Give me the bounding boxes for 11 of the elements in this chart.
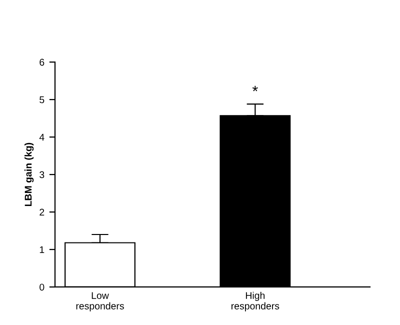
y-tick-label: 0 [40, 284, 44, 291]
annotation: * [252, 86, 258, 92]
y-tick-label: 6 [40, 58, 44, 66]
y-tick-label: 3 [40, 171, 44, 178]
x-tick-label: High responders [232, 292, 280, 312]
x-tick-label: Low responders [76, 292, 124, 312]
y-tick-label: 1 [40, 246, 44, 254]
y-tick-label: 2 [40, 208, 44, 216]
y-tick-label: 4 [39, 134, 44, 141]
y-tick-label: 5 [40, 96, 44, 104]
y-axis-title: LBM gain (kg) [24, 142, 34, 206]
